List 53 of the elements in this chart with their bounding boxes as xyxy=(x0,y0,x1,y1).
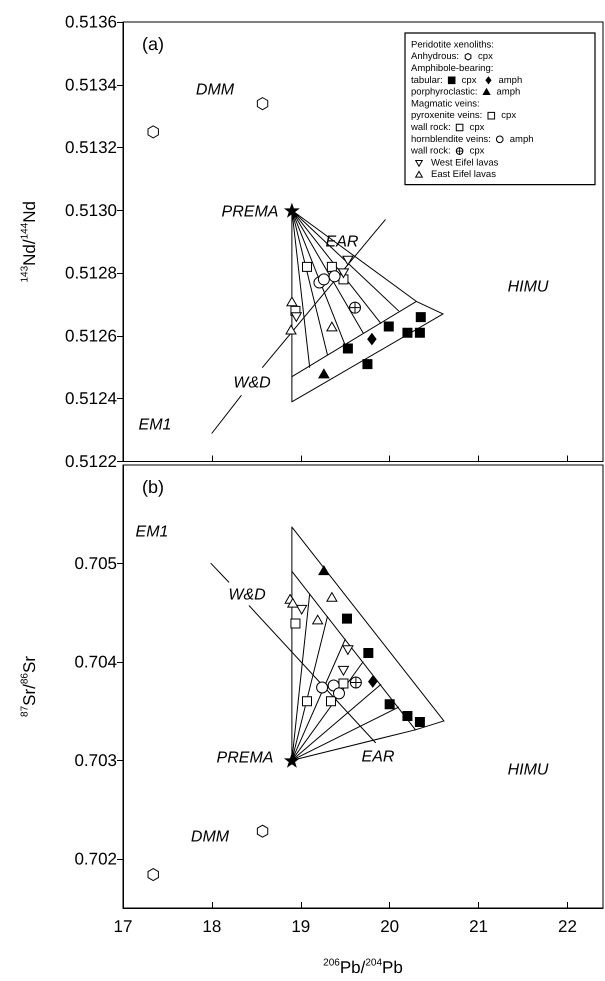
legend-label: cpx xyxy=(470,146,485,157)
y-tick-label: 0.5122 xyxy=(65,452,117,471)
annotation: Magmatic veins: xyxy=(411,98,480,110)
y-tick-label: 0.5128 xyxy=(65,264,117,283)
legend-label: amph xyxy=(498,74,522,86)
annotation: EM1 xyxy=(138,416,172,434)
annotation: W&D xyxy=(233,374,272,392)
y-axis-title: 87Sr/86Sr xyxy=(20,656,39,717)
annotation: PREMA xyxy=(222,204,278,220)
y-tick-label: 0.705 xyxy=(74,554,117,573)
annotation: HIMU xyxy=(508,278,549,296)
text: (a) xyxy=(142,34,164,54)
y-tick-label: 0.702 xyxy=(74,849,117,868)
legend-label: West Eifel lavas xyxy=(431,157,499,168)
annotation: wall rock: xyxy=(410,146,451,157)
x-tick-label: 17 xyxy=(114,917,132,936)
annotation: Anhydrous: xyxy=(411,51,460,62)
x-tick-label: 20 xyxy=(380,917,400,936)
annotation: porphyroclastic: xyxy=(411,86,478,98)
legend-label: cpx xyxy=(478,51,494,62)
legend-label: East Eifel lavas xyxy=(431,169,496,180)
annotation: DMM xyxy=(196,82,235,98)
y-tick-label: 0.5126 xyxy=(65,326,117,346)
y-tick-label: 0.704 xyxy=(74,652,117,672)
annotation: pyroxenite veins: xyxy=(411,110,482,122)
annotation: Peridotite xenoliths: xyxy=(411,39,494,50)
legend-label: cpx xyxy=(470,122,485,133)
x-tick-label: 18 xyxy=(202,917,222,936)
y-tick-label: 0.5124 xyxy=(65,389,117,408)
annotation: PREMA xyxy=(216,750,274,766)
annotation: EAR xyxy=(362,748,395,766)
y-tick-label: 0.703 xyxy=(74,750,117,770)
y-tick-label: 0.5136 xyxy=(65,12,117,32)
x-tick-label: 19 xyxy=(291,917,310,936)
annotation: wall rock: xyxy=(410,122,451,133)
text: (b) xyxy=(142,477,164,497)
annotation: tabular: xyxy=(411,74,443,86)
annotation: DMM xyxy=(190,828,230,846)
annotation: W&D xyxy=(228,586,266,604)
y-tick-label: 0.5132 xyxy=(65,138,117,158)
x-tick-label: 22 xyxy=(558,917,577,936)
annotation: Amphibole-bearing: xyxy=(411,63,494,74)
y-tick-label: 0.5134 xyxy=(65,75,117,94)
annotation: hornblendite veins: xyxy=(411,134,491,145)
x-tick-label: 21 xyxy=(469,917,488,936)
legend-label: cpx xyxy=(462,74,477,86)
y-axis-title: 143Nd/144Nd xyxy=(20,200,39,283)
annotation: HIMU xyxy=(508,762,549,778)
annotation: EM1 xyxy=(136,524,168,540)
legend-label: cpx xyxy=(501,110,516,122)
legend-label: amph xyxy=(510,134,534,145)
y-tick-label: 0.5130 xyxy=(65,200,117,220)
legend-label: amph xyxy=(496,86,520,98)
